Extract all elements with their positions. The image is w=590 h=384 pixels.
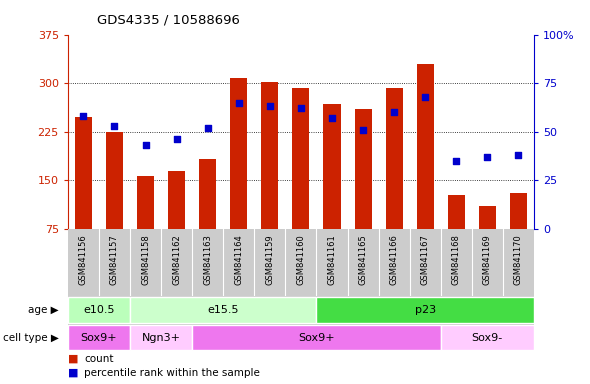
Text: Sox9+: Sox9+ xyxy=(81,333,117,343)
Point xyxy=(234,99,244,106)
Bar xyxy=(137,176,154,229)
Text: GSM841167: GSM841167 xyxy=(421,234,430,285)
Text: GDS4335 / 10588696: GDS4335 / 10588696 xyxy=(97,14,240,27)
Bar xyxy=(510,193,527,229)
Bar xyxy=(192,325,441,350)
Bar xyxy=(316,297,534,323)
Text: Sox9-: Sox9- xyxy=(472,333,503,343)
Text: GSM841166: GSM841166 xyxy=(389,234,399,285)
Text: GSM841158: GSM841158 xyxy=(141,234,150,285)
Point xyxy=(296,105,306,111)
Text: GSM841160: GSM841160 xyxy=(296,234,306,285)
Text: e15.5: e15.5 xyxy=(208,305,239,315)
Point xyxy=(78,113,88,119)
Text: ■: ■ xyxy=(68,354,78,364)
Bar xyxy=(168,170,185,229)
Point xyxy=(451,158,461,164)
Bar xyxy=(130,325,192,350)
Bar xyxy=(230,78,247,229)
Text: GSM841162: GSM841162 xyxy=(172,234,181,285)
Bar xyxy=(106,132,123,229)
Text: GSM841168: GSM841168 xyxy=(452,234,461,285)
Text: GSM841165: GSM841165 xyxy=(359,234,368,285)
Text: GSM841169: GSM841169 xyxy=(483,234,492,285)
Point xyxy=(514,152,523,158)
Bar xyxy=(130,297,316,323)
Bar xyxy=(68,297,130,323)
Text: GSM841159: GSM841159 xyxy=(266,234,274,285)
Text: GSM841163: GSM841163 xyxy=(203,234,212,285)
Text: p23: p23 xyxy=(415,305,436,315)
Point xyxy=(358,127,368,133)
Point xyxy=(389,109,399,115)
Text: GSM841161: GSM841161 xyxy=(327,234,336,285)
Text: GSM841156: GSM841156 xyxy=(79,234,88,285)
Bar xyxy=(386,88,402,229)
Point xyxy=(327,115,337,121)
Text: percentile rank within the sample: percentile rank within the sample xyxy=(84,368,260,378)
Point xyxy=(483,154,492,160)
Point xyxy=(172,136,181,142)
Bar xyxy=(199,159,216,229)
Point xyxy=(141,142,150,148)
Bar xyxy=(68,325,130,350)
Text: GSM841164: GSM841164 xyxy=(234,234,243,285)
Bar xyxy=(479,206,496,229)
Bar xyxy=(355,109,372,229)
Bar xyxy=(261,82,278,229)
Text: cell type ▶: cell type ▶ xyxy=(2,333,58,343)
Text: GSM841170: GSM841170 xyxy=(514,234,523,285)
Bar xyxy=(293,88,309,229)
Bar xyxy=(441,325,534,350)
Bar xyxy=(323,104,340,229)
Bar xyxy=(448,195,465,229)
Text: count: count xyxy=(84,354,114,364)
Point xyxy=(421,94,430,100)
Text: ■: ■ xyxy=(68,368,78,378)
Bar xyxy=(417,64,434,229)
Point xyxy=(203,125,212,131)
Point xyxy=(265,103,274,109)
Point xyxy=(110,123,119,129)
Text: age ▶: age ▶ xyxy=(28,305,58,315)
Bar xyxy=(75,117,92,229)
Text: Sox9+: Sox9+ xyxy=(298,333,335,343)
Text: GSM841157: GSM841157 xyxy=(110,234,119,285)
Text: Ngn3+: Ngn3+ xyxy=(142,333,181,343)
Text: e10.5: e10.5 xyxy=(83,305,114,315)
